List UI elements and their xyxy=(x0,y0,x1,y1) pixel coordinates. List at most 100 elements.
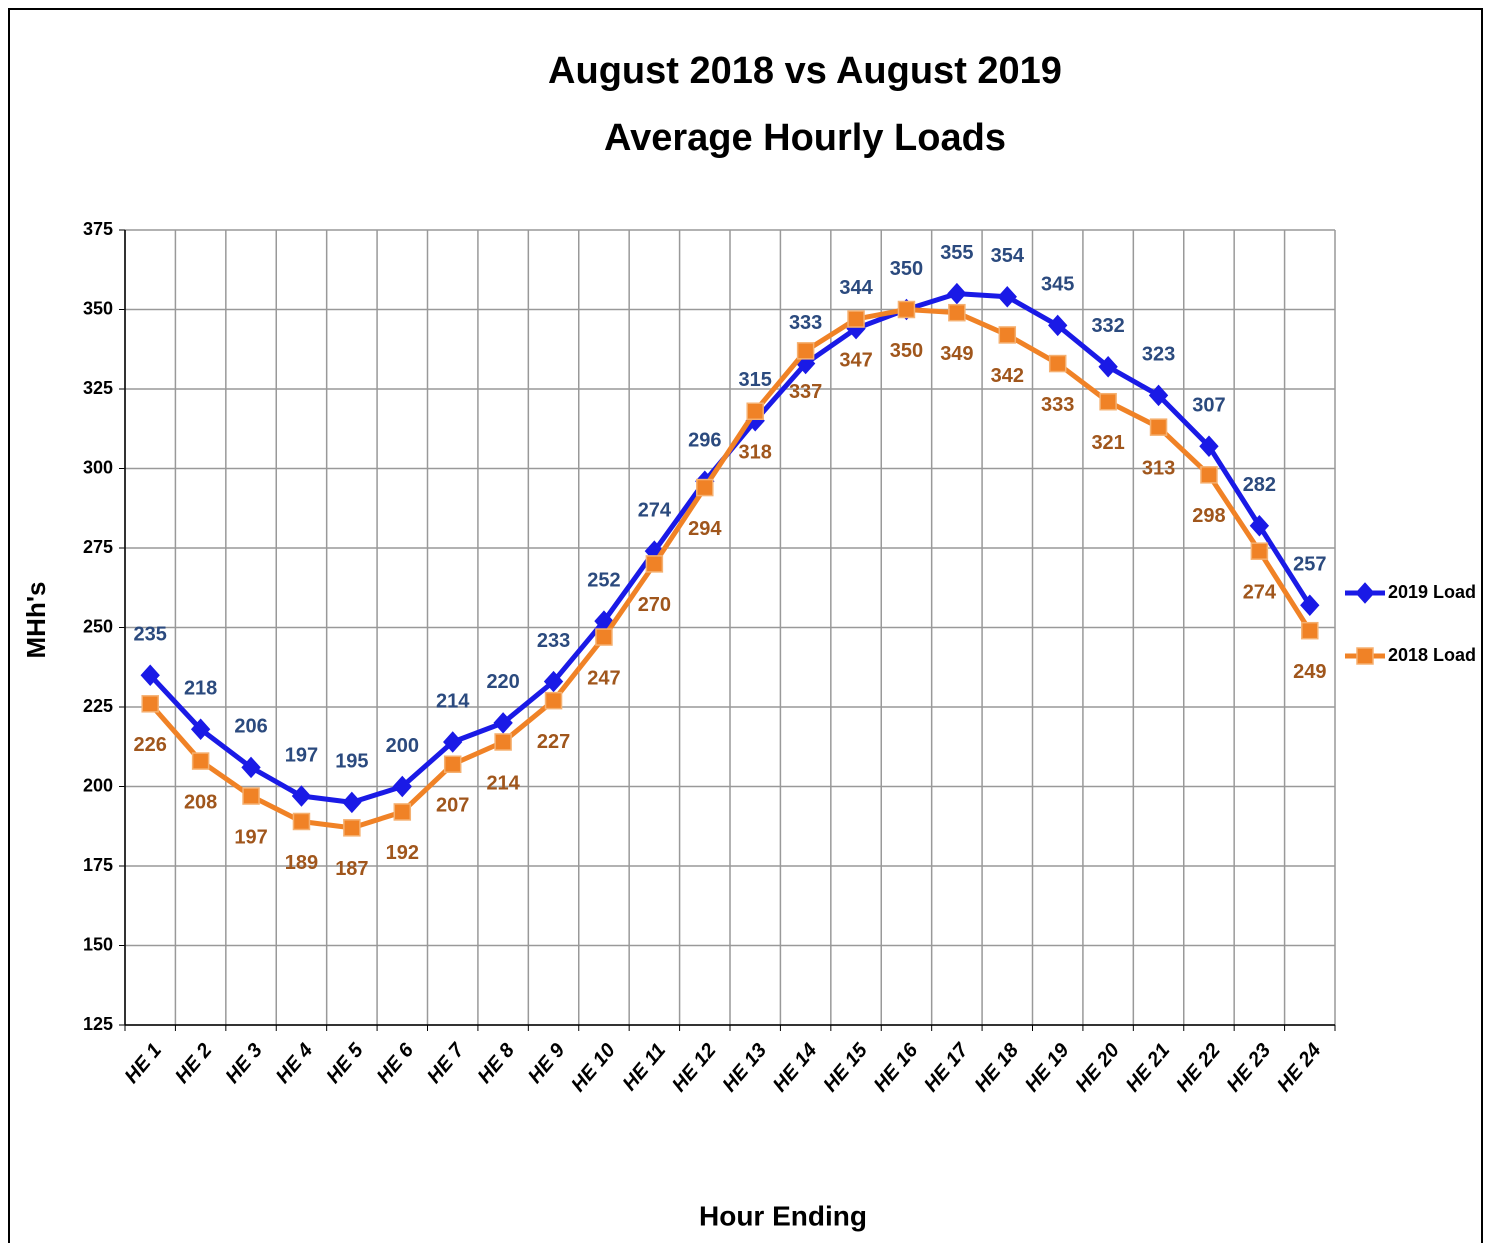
y-axis-label: MHh's xyxy=(21,582,51,659)
data-label: 187 xyxy=(335,858,368,880)
x-tick-label: HE 10 xyxy=(567,1039,620,1096)
data-label: 342 xyxy=(991,365,1024,387)
data-label: 249 xyxy=(1293,661,1326,683)
y-tick-label: 325 xyxy=(83,378,113,398)
data-point xyxy=(242,787,260,805)
data-point xyxy=(847,310,865,328)
data-label: 270 xyxy=(638,594,671,616)
chart-subtitle: Average Hourly Loads xyxy=(604,117,1006,159)
x-tick-label: HE 13 xyxy=(718,1039,771,1096)
y-tick-label: 175 xyxy=(83,855,113,875)
y-tick-label: 200 xyxy=(83,775,113,795)
x-tick-label: HE 3 xyxy=(221,1039,266,1087)
data-point xyxy=(493,712,513,734)
data-label: 344 xyxy=(839,277,873,299)
x-tick-label: HE 21 xyxy=(1122,1039,1175,1096)
data-point xyxy=(543,670,564,693)
x-tick-label: HE 4 xyxy=(272,1039,317,1087)
data-label: 189 xyxy=(285,852,318,874)
data-label: 337 xyxy=(789,381,822,403)
data-point xyxy=(141,695,159,713)
data-label: 235 xyxy=(134,623,167,645)
x-tick-label: HE 12 xyxy=(668,1039,721,1096)
y-tick-label: 125 xyxy=(83,1014,113,1034)
data-point xyxy=(544,691,563,710)
data-label: 333 xyxy=(1041,394,1074,416)
x-tick-label: HE 20 xyxy=(1071,1039,1124,1096)
y-tick-label: 150 xyxy=(83,934,113,954)
data-point xyxy=(897,300,916,319)
x-tick-label: HE 8 xyxy=(474,1039,520,1088)
x-tick-label: HE 23 xyxy=(1223,1039,1276,1096)
data-label: 332 xyxy=(1091,315,1124,337)
data-label: 200 xyxy=(386,735,419,757)
data-point xyxy=(948,303,966,322)
data-label: 214 xyxy=(436,690,470,712)
data-point xyxy=(1249,514,1270,537)
x-tick-label: HE 2 xyxy=(171,1039,216,1087)
x-tick-label: HE 14 xyxy=(769,1039,822,1096)
data-point xyxy=(1149,418,1168,436)
x-tick-label: HE 22 xyxy=(1172,1039,1225,1096)
data-label: 347 xyxy=(839,349,872,371)
data-point xyxy=(1199,435,1219,457)
data-point xyxy=(343,819,361,837)
x-tick-label: HE 11 xyxy=(619,1039,671,1095)
data-label: 345 xyxy=(1041,274,1074,296)
data-label: 354 xyxy=(991,245,1025,267)
y-tick-label: 250 xyxy=(83,616,113,636)
data-point xyxy=(1250,542,1269,560)
y-tick-label: 375 xyxy=(83,219,113,239)
data-point xyxy=(947,282,967,305)
data-label: 208 xyxy=(184,791,217,813)
data-point xyxy=(392,775,412,798)
data-label: 333 xyxy=(789,312,822,334)
data-point xyxy=(393,803,412,821)
data-point xyxy=(241,756,261,779)
data-label: 226 xyxy=(134,734,167,756)
x-tick-label: HE 19 xyxy=(1021,1039,1074,1096)
data-point xyxy=(595,628,613,646)
data-label: 349 xyxy=(940,343,973,365)
data-label: 195 xyxy=(335,751,368,773)
data-point xyxy=(191,752,210,770)
legend-marker xyxy=(1356,647,1374,665)
data-point xyxy=(1098,355,1118,378)
x-tick-label: HE 5 xyxy=(322,1039,368,1088)
data-point xyxy=(746,402,764,421)
legend-label: 2019 Load xyxy=(1388,582,1476,602)
data-point xyxy=(1099,392,1117,411)
data-point xyxy=(291,785,312,807)
x-tick-label: HE 7 xyxy=(423,1039,469,1088)
data-point xyxy=(998,326,1017,344)
y-tick-label: 275 xyxy=(83,537,113,557)
data-label: 313 xyxy=(1142,457,1175,479)
data-label: 274 xyxy=(638,499,672,521)
data-label: 252 xyxy=(587,569,620,591)
x-tick-label: HE 15 xyxy=(819,1039,872,1096)
data-point xyxy=(443,755,462,773)
data-label: 192 xyxy=(386,842,419,864)
data-label: 318 xyxy=(739,442,772,464)
legend-marker xyxy=(1355,582,1375,604)
data-point xyxy=(342,791,362,814)
data-label: 214 xyxy=(486,772,520,794)
data-label: 207 xyxy=(436,795,469,817)
x-tick-label: HE 24 xyxy=(1273,1039,1326,1096)
x-tick-label: HE 9 xyxy=(524,1039,570,1088)
data-label: 321 xyxy=(1091,432,1124,454)
data-label: 350 xyxy=(890,340,923,362)
legend-label: 2018 Load xyxy=(1388,645,1476,665)
data-point xyxy=(997,286,1017,308)
data-label: 315 xyxy=(739,369,772,391)
chart-title: August 2018 vs August 2019 xyxy=(548,50,1062,92)
data-point xyxy=(1048,354,1067,373)
data-label: 355 xyxy=(940,242,973,264)
data-label: 274 xyxy=(1243,581,1277,603)
data-label: 257 xyxy=(1293,554,1326,576)
data-label: 298 xyxy=(1192,505,1225,527)
data-point xyxy=(494,733,512,751)
data-label: 197 xyxy=(285,744,318,766)
data-label: 296 xyxy=(688,430,721,452)
